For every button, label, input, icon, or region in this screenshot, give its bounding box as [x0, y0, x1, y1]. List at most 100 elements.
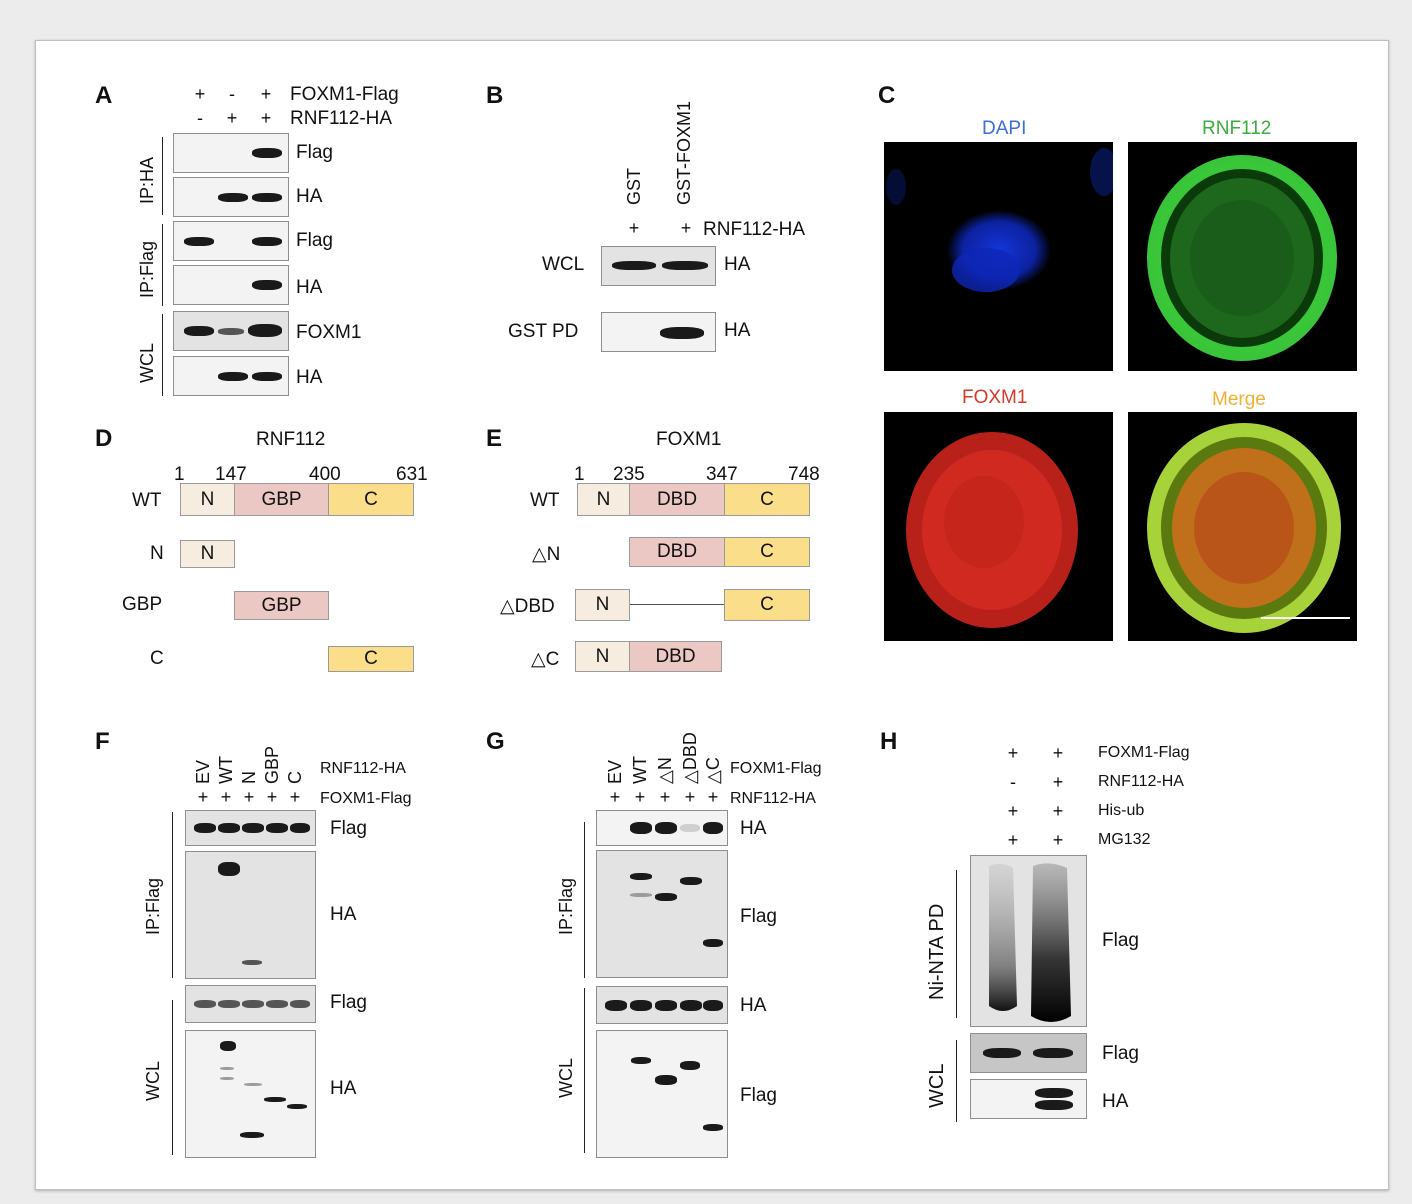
blot-label: HA: [330, 1078, 357, 1099]
panel-g-letter: G: [486, 728, 505, 755]
panel-a-blot-label: Flag: [296, 230, 333, 251]
blot-strip: [970, 855, 1087, 1027]
band: [680, 1000, 702, 1011]
band: [194, 823, 216, 833]
blot-label: HA: [1102, 1091, 1129, 1112]
sign: +: [266, 787, 278, 807]
group-bracket: [956, 1040, 957, 1122]
panel-a-blot-label: HA: [296, 277, 323, 298]
group-bracket: [172, 812, 173, 978]
micrograph-foxm1: [884, 412, 1113, 641]
band: [252, 148, 282, 158]
panel-b-lane-label: GST-FOXM1: [674, 100, 694, 205]
sign: +: [220, 787, 232, 807]
panel-a-row-label: RNF112-HA: [290, 108, 393, 129]
band: [218, 862, 240, 876]
blot-strip: [596, 1030, 728, 1158]
sign: +: [609, 787, 621, 807]
band: [630, 822, 652, 834]
band: [612, 261, 656, 270]
group-label: WCL: [926, 1063, 948, 1108]
micrograph-rnf112: [1128, 142, 1357, 371]
sign: +: [1007, 743, 1019, 763]
group-label: IP:Flag: [556, 877, 576, 935]
ubiquitin-smear: [989, 863, 1071, 1022]
panel-b-lane-label: GST: [624, 167, 644, 205]
band: [264, 1097, 286, 1102]
domain-dbd: DBD: [629, 483, 725, 516]
panel-b-right-label: HA: [724, 320, 751, 341]
panel-a-blot-label: HA: [296, 186, 323, 207]
panel-a-blot-label: FOXM1: [296, 322, 362, 343]
lane-label: EV: [193, 759, 213, 784]
sign: +: [197, 787, 209, 807]
channel-label-rnf112: RNF112: [1202, 118, 1272, 139]
group-bracket: [162, 137, 163, 215]
band: [220, 1041, 236, 1051]
band: [655, 1000, 677, 1011]
row-label: RNF112-HA: [1098, 773, 1184, 790]
blot-strip: [185, 851, 316, 979]
band: [703, 822, 723, 834]
blot-strip: [185, 1030, 316, 1158]
sign: +: [289, 787, 301, 807]
blot-strip: [173, 177, 289, 217]
lane-label: C: [285, 771, 305, 784]
panel-a-blot-label: HA: [296, 367, 323, 388]
row-label: FOXM1-Flag: [1098, 744, 1190, 761]
blot-strip: [970, 1079, 1087, 1119]
blot-strip: [596, 810, 728, 846]
lane-label: N: [239, 771, 259, 784]
group-bracket: [162, 314, 163, 396]
panel-a-group-label: IP:HA: [137, 156, 157, 204]
domain-n: N: [575, 641, 630, 672]
position-label: 1: [574, 464, 585, 485]
band: [631, 1057, 651, 1064]
band: [630, 893, 652, 897]
band: [252, 372, 282, 381]
domain-n: N: [577, 483, 630, 516]
blot-label: HA: [740, 995, 767, 1016]
panel-a-group-label: WCL: [137, 343, 157, 383]
domain-dbd: DBD: [629, 641, 722, 672]
lane-row-label: FOXM1-Flag: [730, 760, 822, 777]
position-label: 400: [309, 464, 341, 485]
band: [287, 1104, 307, 1109]
blot-label: HA: [330, 904, 357, 925]
construct-label: C: [150, 648, 164, 669]
panel-b-row-label: RNF112-HA: [703, 219, 806, 240]
blot-label: Flag: [1102, 930, 1139, 951]
band: [655, 822, 677, 834]
lane-label: GBP: [262, 745, 282, 784]
construct-label: △C: [531, 649, 560, 670]
construct-label: △N: [532, 544, 561, 565]
position-label: 147: [215, 464, 247, 485]
sign: +: [1052, 743, 1064, 763]
sign-row-label: RNF112-HA: [730, 790, 816, 807]
group-label: WCL: [556, 1058, 576, 1098]
sign: +: [707, 787, 719, 807]
construct-label: N: [150, 543, 164, 564]
band: [220, 1077, 234, 1080]
domain-c: C: [724, 537, 810, 567]
panel-b-left-label: GST PD: [508, 321, 579, 342]
dapi-image: [886, 148, 1113, 292]
band: [242, 960, 262, 965]
band: [630, 1000, 652, 1011]
panel-b-letter: B: [486, 82, 504, 109]
group-label: Ni-NTA PD: [926, 903, 948, 1000]
domain-n: N: [180, 540, 235, 568]
group-bracket: [172, 1000, 173, 1155]
sign-row-label: FOXM1-Flag: [320, 790, 412, 807]
construct-label: WT: [530, 490, 560, 511]
panel-b-left-label: WCL: [542, 254, 585, 275]
blot-label: Flag: [740, 1085, 777, 1106]
blot-strip: [596, 986, 728, 1024]
band: [605, 1000, 627, 1011]
band: [1035, 1088, 1073, 1098]
domain-c: C: [328, 646, 414, 672]
band: [660, 327, 704, 339]
lane-label: WT: [216, 756, 236, 784]
band: [983, 1048, 1021, 1058]
panel-a-row-label: FOXM1-Flag: [290, 84, 399, 105]
